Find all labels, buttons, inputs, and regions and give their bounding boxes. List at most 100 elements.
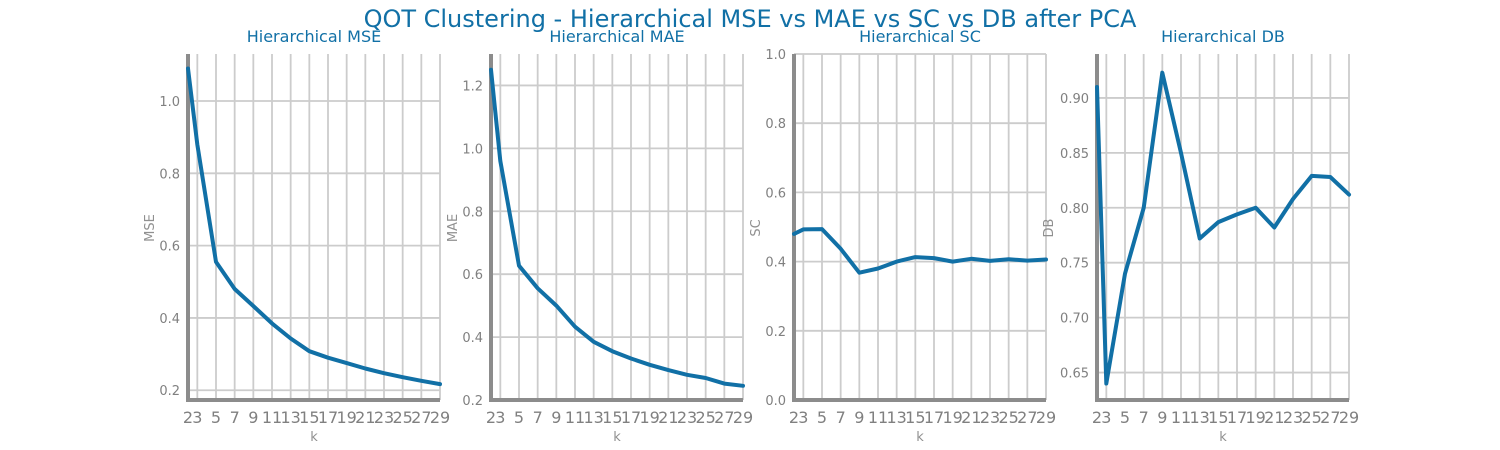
x-axis-label-mae: k [613,430,621,445]
x-tick-label: 11 [1171,408,1191,427]
x-tick-label: 27 [1320,408,1340,427]
x-tick-label: 25 [1301,408,1321,427]
panel-title-db: Hierarchical DB [1161,27,1285,46]
y-tick-label: 0.75 [1060,257,1089,272]
x-tick-label: 2 [789,408,799,427]
x-tick-label: 11 [262,408,282,427]
panel-title-mse: Hierarchical MSE [247,27,382,46]
x-tick-label: 19 [639,408,659,427]
x-tick-label: 21 [1264,408,1284,427]
y-tick-label: 1.0 [159,95,180,110]
x-tick-label: 29 [430,408,450,427]
x-tick-label: 23 [1283,408,1303,427]
x-tick-label: 17 [1227,408,1247,427]
y-tick-label: 0.2 [462,394,483,409]
y-tick-label: 0.4 [159,312,180,327]
x-tick-label: 15 [1208,408,1228,427]
y-tick-label: 0.6 [462,268,483,283]
x-tick-label: 2 [486,408,496,427]
x-tick-label: 7 [836,408,846,427]
x-tick-label: 19 [336,408,356,427]
x-tick-label: 11 [868,408,888,427]
y-tick-label: 0.80 [1060,202,1089,217]
panel-title-mae: Hierarchical MAE [549,27,684,46]
figure-title: QOT Clustering - Hierarchical MSE vs MAE… [364,5,1137,33]
series-line-mae [489,67,745,388]
y-axis-label-mse: MSE [143,214,158,242]
y-tick-label: 0.2 [159,384,180,399]
x-tick-label: 5 [211,408,221,427]
x-tick-label: 19 [942,408,962,427]
y-tick-label: 0.65 [1060,367,1089,382]
y-tick-label: 0.4 [462,331,483,346]
x-tick-label: 9 [248,408,258,427]
x-tick-label: 9 [1157,408,1167,427]
y-tick-label: 0.85 [1060,147,1089,162]
x-tick-label: 9 [854,408,864,427]
y-tick-label: 0.70 [1060,312,1089,327]
series-line-db [1095,70,1351,386]
x-tick-label: 25 [695,408,715,427]
x-tick-label: 5 [1120,408,1130,427]
x-tick-label: 13 [280,408,300,427]
panel-title-sc: Hierarchical SC [859,27,981,46]
x-tick-label: 9 [551,408,561,427]
x-axis-label-sc: k [916,430,924,445]
x-tick-label: 25 [998,408,1018,427]
x-tick-label: 27 [411,408,431,427]
y-tick-label: 0.2 [765,325,786,340]
x-tick-label: 23 [980,408,1000,427]
x-tick-label: 23 [374,408,394,427]
x-tick-label: 15 [905,408,925,427]
x-tick-label: 17 [621,408,641,427]
panel-db: Hierarchical DB k DB 0.65 0.70 0.75 0.80 0.8… [1042,27,1359,445]
y-tick-label: 0.0 [765,394,786,409]
x-tick-label: 3 [192,408,202,427]
y-tick-label: 0.6 [765,186,786,201]
y-axis-label-db: DB [1042,219,1057,238]
x-tick-label: 27 [1017,408,1037,427]
x-tick-label: 3 [798,408,808,427]
x-tick-label: 7 [1139,408,1149,427]
y-tick-label: 1.2 [462,79,483,94]
x-tick-label: 29 [1036,408,1056,427]
x-tick-label: 29 [733,408,753,427]
panel-mse: Hierarchical MSE k MSE 0.2 0.4 0.6 0.8 1.0 2 3… [143,27,450,445]
x-tick-label: 11 [565,408,585,427]
x-tick-label: 13 [1189,408,1209,427]
y-tick-label: 1.0 [765,48,786,63]
x-tick-label: 13 [886,408,906,427]
y-tick-label: 0.6 [159,240,180,255]
x-tick-label: 13 [583,408,603,427]
y-tick-label: 1.0 [462,142,483,157]
x-tick-label: 21 [355,408,375,427]
x-tick-label: 27 [714,408,734,427]
x-tick-label: 5 [514,408,524,427]
panel-sc: Hierarchical SC k SC 0.0 0.2 0.4 0.6 0.8 1.0 2… [749,27,1056,445]
y-axis-label-sc: SC [749,219,764,236]
x-tick-label: 2 [1092,408,1102,427]
y-tick-label: 0.8 [159,167,180,182]
x-tick-label: 15 [299,408,319,427]
y-tick-label: 0.8 [462,205,483,220]
x-axis-label-mse: k [310,430,318,445]
x-axis-label-db: k [1219,430,1227,445]
x-tick-label: 21 [961,408,981,427]
x-tick-label: 29 [1339,408,1359,427]
series-line-sc [792,227,1048,275]
series-line-mse [186,66,442,387]
x-tick-label: 23 [677,408,697,427]
y-tick-label: 0.90 [1060,92,1089,107]
x-tick-label: 21 [658,408,678,427]
x-tick-label: 19 [1245,408,1265,427]
y-tick-label: 0.4 [765,256,786,271]
x-tick-label: 2 [183,408,193,427]
x-tick-label: 15 [602,408,622,427]
x-tick-label: 7 [230,408,240,427]
y-tick-label: 0.8 [765,117,786,132]
x-tick-label: 17 [318,408,338,427]
x-tick-label: 5 [817,408,827,427]
x-tick-label: 3 [495,408,505,427]
x-tick-label: 7 [533,408,543,427]
